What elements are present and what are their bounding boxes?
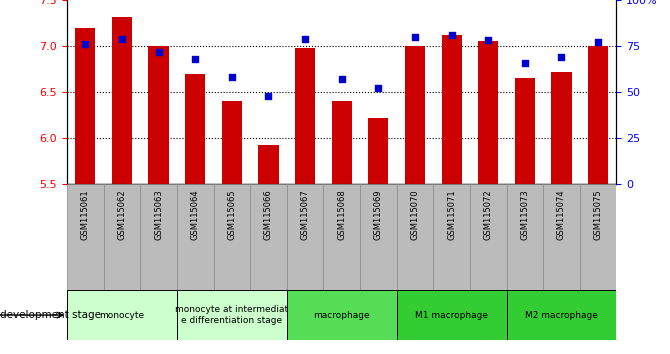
Bar bbox=[507, 290, 616, 340]
Point bbox=[117, 36, 127, 41]
Bar bbox=[149, 46, 169, 184]
Bar bbox=[405, 46, 425, 184]
Point bbox=[483, 38, 494, 43]
Text: M2 macrophage: M2 macrophage bbox=[525, 310, 598, 320]
Point bbox=[190, 56, 200, 62]
Bar bbox=[397, 184, 433, 290]
Bar bbox=[177, 184, 214, 290]
Text: M1 macrophage: M1 macrophage bbox=[415, 310, 488, 320]
Bar bbox=[551, 72, 572, 184]
Point bbox=[299, 36, 310, 41]
Bar bbox=[140, 184, 177, 290]
Bar bbox=[287, 290, 397, 340]
Point bbox=[556, 54, 567, 60]
Bar bbox=[324, 184, 360, 290]
Text: GSM115064: GSM115064 bbox=[191, 189, 200, 240]
Bar bbox=[442, 35, 462, 184]
Bar bbox=[104, 184, 140, 290]
Bar bbox=[478, 41, 498, 184]
Text: development stage: development stage bbox=[0, 310, 101, 320]
Text: GSM115074: GSM115074 bbox=[557, 189, 566, 240]
Bar bbox=[250, 184, 287, 290]
Point bbox=[263, 93, 274, 98]
Point bbox=[153, 49, 164, 55]
Point bbox=[226, 74, 237, 80]
Point bbox=[373, 86, 384, 91]
Bar bbox=[67, 184, 104, 290]
Text: GSM115061: GSM115061 bbox=[81, 189, 90, 240]
Bar bbox=[588, 46, 608, 184]
Text: GSM115067: GSM115067 bbox=[301, 189, 310, 240]
Bar bbox=[543, 184, 580, 290]
Bar bbox=[369, 118, 389, 184]
Point bbox=[446, 32, 457, 38]
Text: GSM115069: GSM115069 bbox=[374, 189, 383, 240]
Bar bbox=[295, 48, 315, 184]
Bar bbox=[75, 28, 95, 184]
Bar bbox=[259, 145, 279, 184]
Text: monocyte at intermediat
e differentiation stage: monocyte at intermediat e differentiatio… bbox=[176, 306, 288, 325]
Text: GSM115068: GSM115068 bbox=[337, 189, 346, 240]
Point bbox=[80, 41, 90, 47]
Bar bbox=[67, 290, 177, 340]
Text: GSM115065: GSM115065 bbox=[227, 189, 237, 240]
Text: GSM115062: GSM115062 bbox=[117, 189, 127, 240]
Bar bbox=[433, 184, 470, 290]
Bar bbox=[112, 17, 132, 184]
Text: GSM115073: GSM115073 bbox=[521, 189, 529, 240]
Bar bbox=[507, 184, 543, 290]
Point bbox=[336, 76, 347, 82]
Bar bbox=[222, 101, 242, 184]
Bar bbox=[185, 74, 205, 184]
Bar bbox=[515, 78, 535, 184]
Text: GSM115070: GSM115070 bbox=[411, 189, 419, 240]
Text: GSM115072: GSM115072 bbox=[484, 189, 492, 240]
Bar bbox=[580, 184, 616, 290]
Text: GSM115071: GSM115071 bbox=[447, 189, 456, 240]
Point bbox=[593, 40, 604, 45]
Bar bbox=[332, 101, 352, 184]
Bar bbox=[214, 184, 250, 290]
Point bbox=[409, 34, 420, 40]
Text: GSM115075: GSM115075 bbox=[594, 189, 602, 240]
Bar bbox=[470, 184, 507, 290]
Text: macrophage: macrophage bbox=[314, 310, 370, 320]
Text: monocyte: monocyte bbox=[99, 310, 145, 320]
Point bbox=[519, 60, 530, 65]
Text: GSM115066: GSM115066 bbox=[264, 189, 273, 240]
Bar bbox=[397, 290, 507, 340]
Bar bbox=[360, 184, 397, 290]
Bar bbox=[177, 290, 287, 340]
Bar bbox=[287, 184, 324, 290]
Text: GSM115063: GSM115063 bbox=[154, 189, 163, 240]
